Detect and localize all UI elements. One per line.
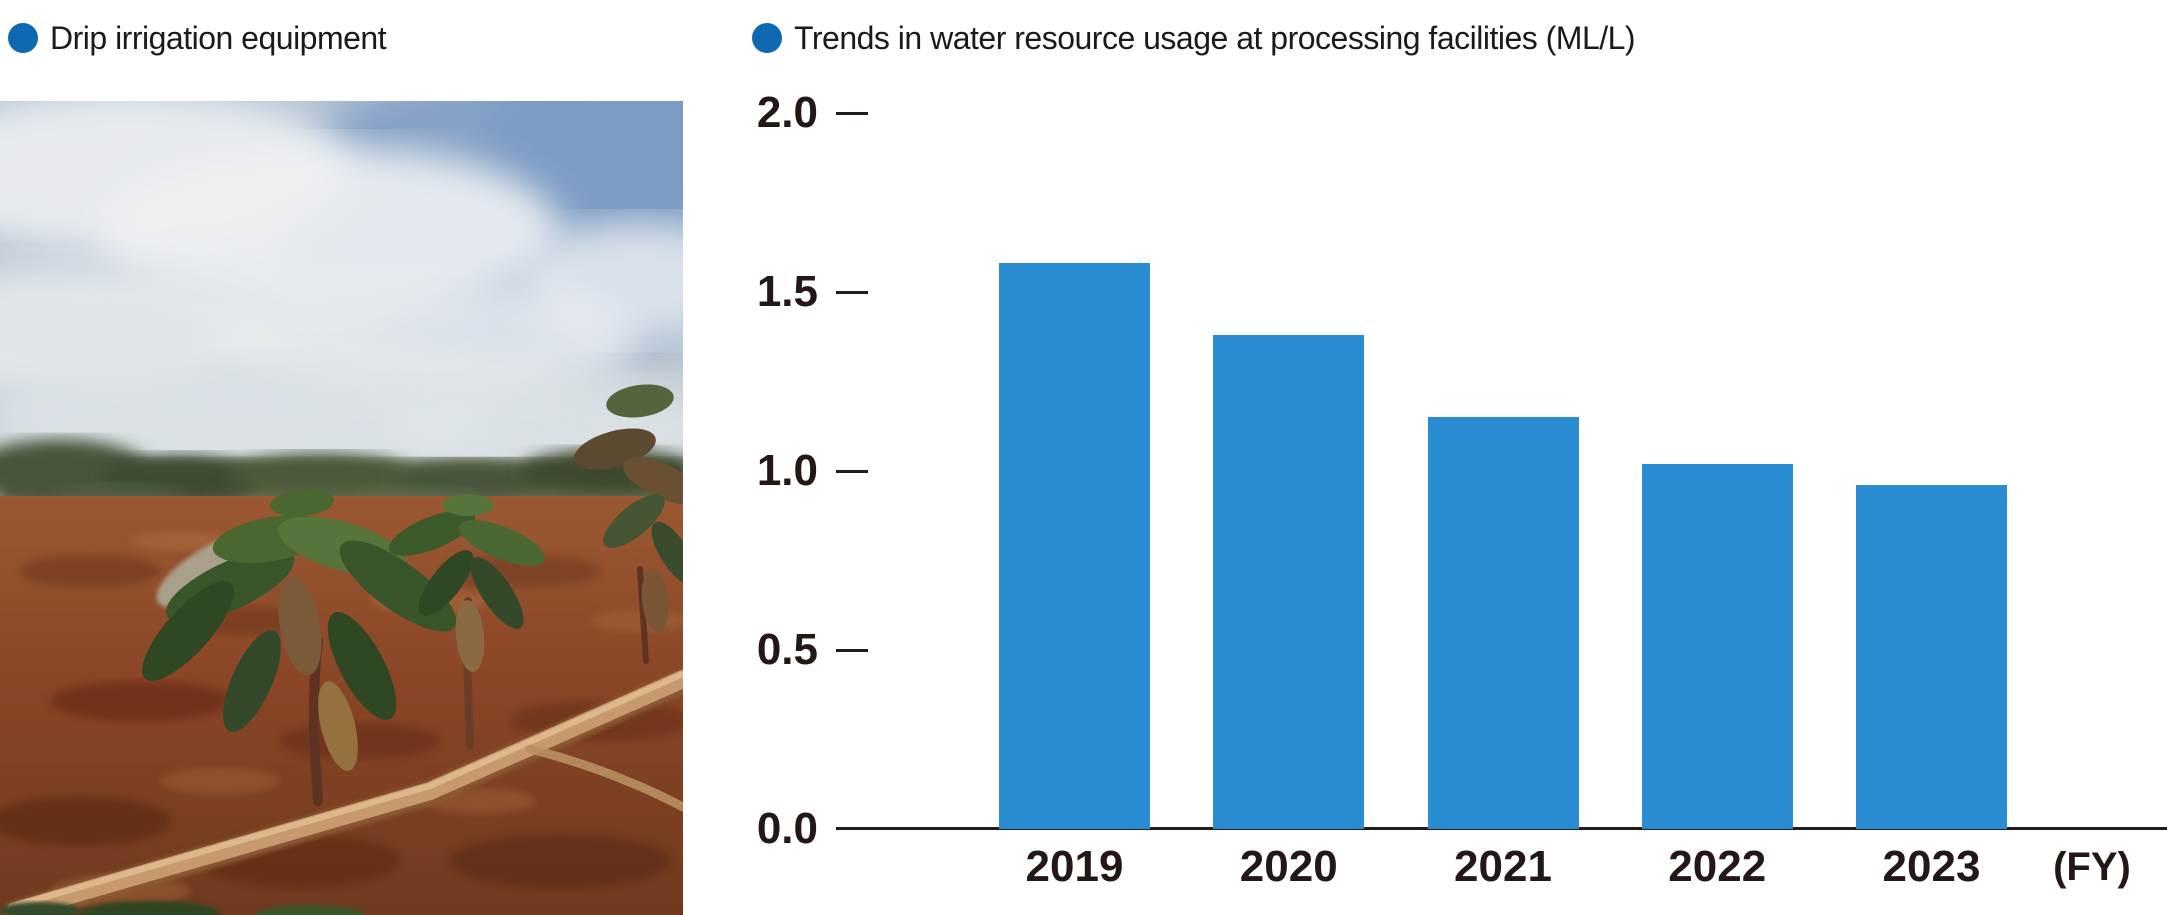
y-axis-tick-mark bbox=[836, 648, 868, 652]
bullet-dot-icon bbox=[8, 23, 38, 53]
y-axis-tick-label: 1.0 bbox=[756, 446, 818, 495]
fiscal-year-unit-label: (FY) bbox=[2053, 845, 2131, 889]
y-axis-tick-label: 1.5 bbox=[756, 267, 818, 316]
drip-irrigation-photo bbox=[0, 101, 683, 915]
x-axis-label-2019: 2019 bbox=[1025, 842, 1124, 891]
bar-2023 bbox=[1856, 485, 2007, 829]
chart-caption: Trends in water resource usage at proces… bbox=[794, 19, 1636, 56]
y-axis-tick-mark bbox=[836, 290, 868, 294]
bullet-dot-icon bbox=[752, 23, 782, 53]
chart-caption-row: Trends in water resource usage at proces… bbox=[752, 15, 1636, 61]
y-axis-tick-label: 2.0 bbox=[756, 88, 818, 137]
x-axis-line bbox=[836, 827, 2167, 830]
x-axis-label-2020: 2020 bbox=[1239, 842, 1338, 891]
y-axis-tick-mark bbox=[836, 111, 868, 115]
x-axis-label-2021: 2021 bbox=[1454, 842, 1552, 891]
x-axis-label-2022: 2022 bbox=[1668, 842, 1767, 891]
photo-caption: Drip irrigation equipment bbox=[50, 19, 387, 56]
photo-clouds bbox=[0, 101, 683, 481]
y-axis-tick-label: 0.0 bbox=[756, 804, 818, 853]
bar-2021 bbox=[1427, 417, 1579, 829]
photo-bottom-grass bbox=[0, 901, 365, 915]
bar-2020 bbox=[1213, 334, 1365, 829]
photo-caption-row: Drip irrigation equipment bbox=[8, 15, 387, 61]
bar-2022 bbox=[1641, 463, 1793, 829]
y-axis-tick-mark bbox=[836, 469, 868, 473]
y-axis-tick-label: 0.5 bbox=[756, 625, 818, 674]
photo-plant-far-right bbox=[574, 384, 683, 664]
x-axis-label-2023: 2023 bbox=[1882, 842, 1981, 891]
photo-plant-right bbox=[388, 494, 546, 750]
drip-pipe bbox=[3, 669, 683, 915]
bar-2019 bbox=[999, 263, 1150, 829]
